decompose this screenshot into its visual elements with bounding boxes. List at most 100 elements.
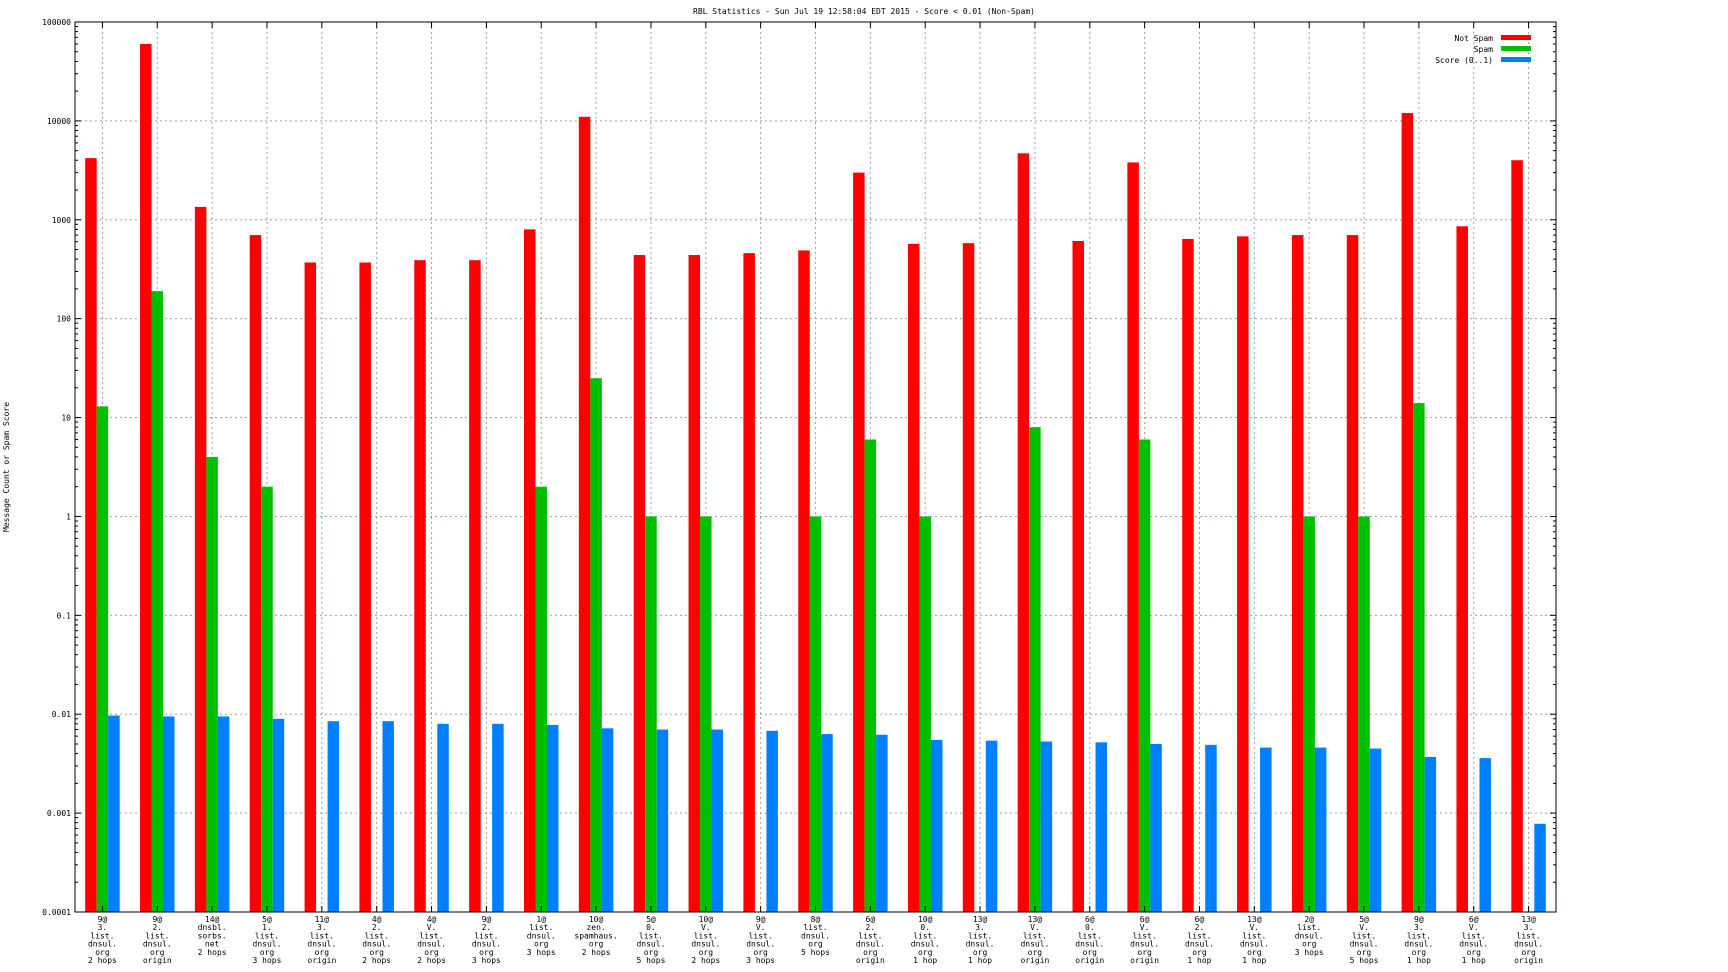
bar-not-spam: [1346, 235, 1359, 913]
x-tick-label-line: 3.: [1524, 923, 1534, 932]
x-tick-label: 5@ 0. list. dnsul. org 5 hops: [636, 915, 665, 965]
bar-not-spam: [469, 260, 481, 913]
x-tick-label-line: 3 hops: [1295, 948, 1324, 957]
x-tick-label-line: 13@: [1028, 915, 1043, 924]
x-tick-label-line: 5 hops: [636, 956, 665, 965]
x-tick-label-line: 11@: [315, 915, 330, 924]
x-tick-label-line: org: [1192, 948, 1207, 957]
x-tick-label: 9@ 2. list. dnsul. org 3 hops: [472, 915, 501, 965]
x-tick-label-line: list.: [1462, 931, 1486, 940]
x-tick-label-line: 3.: [98, 923, 108, 932]
bar-score-0-1: [821, 734, 833, 912]
x-tick-label-line: 2 hops: [582, 948, 611, 957]
x-tick-label-line: org: [1357, 948, 1372, 957]
bar-score-0-1: [601, 728, 614, 912]
y-axis-label: Message Count or Spam Score: [2, 402, 11, 532]
bar-score-0-1: [327, 721, 340, 912]
bar-not-spam: [1511, 160, 1523, 913]
bar-spam: [590, 378, 602, 912]
bar-not-spam: [1237, 236, 1249, 912]
bar-score-0-1: [1095, 742, 1108, 912]
x-tick-label-line: org: [753, 948, 768, 957]
x-tick-label-line: dnsul.: [1459, 940, 1488, 949]
plot-frame: [74, 21, 1557, 913]
x-tick-label-line: 5@: [1359, 915, 1369, 924]
x-tick-label: 5@ 1. list. dnsul. org 3 hops: [253, 915, 282, 965]
x-tick-label-line: 1 hop: [913, 956, 937, 965]
x-tick-label-line: 5@: [646, 915, 656, 924]
x-tick-label-line: list.: [1133, 931, 1157, 940]
x-tick-label-line: list.: [803, 923, 827, 932]
x-tick-label-line: 2.: [152, 923, 162, 932]
x-tick-label-line: 2@: [1304, 915, 1314, 924]
x-tick-label-line: dnsul.: [1514, 940, 1543, 949]
bar-not-spam: [1456, 226, 1468, 913]
x-tick-label-line: list.: [310, 931, 334, 940]
y-tick-label: 100000: [42, 18, 71, 27]
x-tick-label-line: 5 hops: [801, 948, 830, 957]
bar-score-0-1: [1205, 744, 1217, 912]
x-tick-label-line: list.: [639, 931, 663, 940]
x-tick-label-line: V.: [756, 923, 766, 932]
bar-score-0-1: [711, 729, 724, 912]
x-tick-label-line: dnsul.: [1350, 940, 1379, 949]
bar-not-spam: [1072, 241, 1085, 912]
x-tick-label-line: list.: [1352, 931, 1376, 940]
x-tick-label-line: dnsul.: [472, 940, 501, 949]
x-tick-label-line: dnsul.: [88, 940, 117, 949]
x-tick-label-line: 6@: [1195, 915, 1205, 924]
bar-not-spam: [523, 229, 536, 913]
bar-score-0-1: [108, 715, 120, 912]
x-tick-label: 6@ 0. list. dnsul. org origin: [1075, 915, 1104, 965]
x-tick-label: 6@ V. list. dnsul. org origin: [1130, 915, 1159, 965]
x-tick-label-line: 5@: [262, 915, 272, 924]
x-tick-label: 6@ 2. list. dnsul. org 1 hop: [1185, 915, 1214, 965]
x-tick-label-line: org: [644, 948, 659, 957]
x-tick-label-line: 3.: [317, 923, 327, 932]
x-tick-label-line: org: [95, 948, 110, 957]
x-tick-label-line: org: [1521, 948, 1536, 957]
bar-not-spam: [304, 262, 317, 912]
x-tick-label-line: 10@: [918, 915, 933, 924]
x-tick-label-line: origin: [307, 956, 336, 965]
legend-label: Not Spam: [1454, 34, 1493, 43]
bar-spam: [809, 516, 822, 912]
bar-score-0-1: [546, 724, 559, 912]
x-tick-label-line: 0.: [646, 923, 656, 932]
x-tick-label-line: list.: [968, 931, 992, 940]
x-tick-label-line: list.: [255, 931, 279, 940]
x-tick-label-line: org: [479, 948, 494, 957]
bar-score-0-1: [656, 729, 669, 912]
x-tick-label-line: dnsul.: [307, 940, 336, 949]
bar-score-0-1: [1479, 758, 1491, 912]
y-tick-label: 0.0001: [42, 908, 71, 917]
x-tick-label-line: sorbs.: [198, 931, 227, 940]
x-tick-label-line: 1 hop: [1242, 956, 1266, 965]
bar-spam: [645, 516, 657, 912]
x-tick-label-line: V.: [427, 923, 437, 932]
x-tick-label-line: org: [1137, 948, 1152, 957]
bar-not-spam: [359, 262, 371, 912]
bar-not-spam: [249, 235, 262, 913]
x-tick-label-line: list.: [1407, 931, 1431, 940]
bar-score-0-1: [1534, 823, 1546, 912]
x-tick-label-line: 2.: [482, 923, 492, 932]
y-tick-label: 10: [61, 414, 71, 423]
x-tick-label: 8@ list. dnsul. org 5 hops: [801, 915, 830, 957]
x-tick-label-line: 3 hops: [746, 956, 775, 965]
x-tick-label-line: 0.: [1085, 923, 1095, 932]
x-tick-label: 10@ V. list. dnsul. org 2 hops: [691, 915, 720, 965]
x-tick-label-line: org: [808, 940, 823, 949]
bar-score-0-1: [217, 716, 230, 912]
bar-not-spam: [1017, 153, 1030, 913]
x-tick-label-line: dnsul.: [1130, 940, 1159, 949]
bar-score-0-1: [876, 734, 888, 912]
bar-score-0-1: [930, 739, 943, 912]
x-tick-label-line: dnsul.: [362, 940, 391, 949]
x-tick-label-line: org: [589, 940, 604, 949]
bar-not-spam: [1182, 238, 1194, 912]
x-tick-label-line: list.: [1187, 931, 1211, 940]
bar-not-spam: [962, 243, 975, 912]
x-tick-label-line: 1 hop: [1407, 956, 1431, 965]
